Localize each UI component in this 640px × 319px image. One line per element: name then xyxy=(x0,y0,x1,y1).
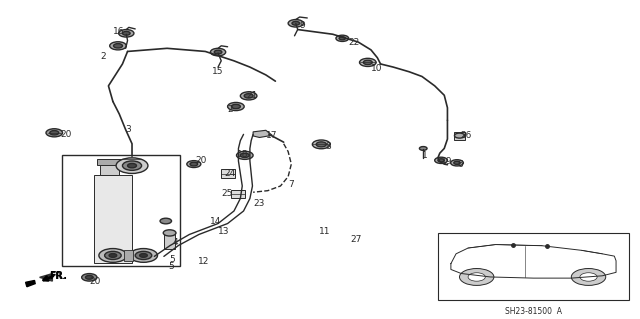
Circle shape xyxy=(99,249,127,262)
Bar xyxy=(221,169,236,178)
Text: 24: 24 xyxy=(225,169,236,178)
Bar xyxy=(97,159,122,165)
Text: 5: 5 xyxy=(169,255,175,264)
Circle shape xyxy=(187,161,201,167)
Text: 4: 4 xyxy=(172,238,178,247)
Text: 20: 20 xyxy=(196,156,207,166)
Circle shape xyxy=(438,159,444,162)
Text: 18: 18 xyxy=(237,150,249,159)
Circle shape xyxy=(122,32,130,35)
Bar xyxy=(438,233,629,300)
Circle shape xyxy=(127,163,136,168)
Text: 2: 2 xyxy=(228,105,233,114)
Text: 21: 21 xyxy=(246,91,258,100)
Circle shape xyxy=(316,142,326,147)
Bar xyxy=(454,132,465,140)
Circle shape xyxy=(129,249,157,262)
Circle shape xyxy=(50,130,59,135)
Bar xyxy=(164,233,175,249)
Circle shape xyxy=(135,251,152,260)
Text: 14: 14 xyxy=(211,217,222,226)
Circle shape xyxy=(109,42,126,50)
Circle shape xyxy=(572,269,605,286)
Text: 11: 11 xyxy=(319,227,330,236)
Circle shape xyxy=(580,273,597,281)
Text: 15: 15 xyxy=(212,67,223,76)
Circle shape xyxy=(160,218,172,224)
Text: 20: 20 xyxy=(90,277,100,286)
Circle shape xyxy=(339,37,346,40)
Circle shape xyxy=(460,269,494,286)
Circle shape xyxy=(364,60,372,64)
Bar xyxy=(100,164,119,175)
Text: 3: 3 xyxy=(125,125,131,134)
Circle shape xyxy=(214,50,222,54)
Text: 23: 23 xyxy=(253,199,264,208)
Circle shape xyxy=(232,104,241,109)
Circle shape xyxy=(336,35,349,41)
Circle shape xyxy=(241,153,249,158)
Text: 20: 20 xyxy=(60,130,72,139)
Text: 26: 26 xyxy=(460,131,472,140)
Circle shape xyxy=(228,102,244,111)
Circle shape xyxy=(140,254,147,257)
Circle shape xyxy=(312,140,330,149)
Text: 17: 17 xyxy=(266,131,277,140)
Circle shape xyxy=(211,48,226,56)
Text: 5: 5 xyxy=(168,262,174,271)
Text: 22: 22 xyxy=(349,38,360,47)
Circle shape xyxy=(288,19,303,27)
Circle shape xyxy=(116,158,148,174)
Circle shape xyxy=(241,92,257,100)
Circle shape xyxy=(360,58,376,66)
Text: 27: 27 xyxy=(351,235,362,244)
Circle shape xyxy=(451,160,463,166)
Polygon shape xyxy=(40,274,52,281)
Circle shape xyxy=(122,161,141,170)
Text: SH23-81500  A: SH23-81500 A xyxy=(505,307,562,316)
Circle shape xyxy=(292,21,300,25)
Circle shape xyxy=(468,273,485,281)
Text: 8: 8 xyxy=(325,142,331,152)
Text: 13: 13 xyxy=(218,227,230,236)
Circle shape xyxy=(454,161,460,164)
Polygon shape xyxy=(253,130,272,137)
Text: 9: 9 xyxy=(300,21,305,30)
Circle shape xyxy=(435,157,447,163)
Circle shape xyxy=(109,254,116,257)
Circle shape xyxy=(244,94,253,98)
Text: FR.: FR. xyxy=(49,271,67,281)
Polygon shape xyxy=(26,280,35,287)
Text: 16: 16 xyxy=(113,26,124,36)
Bar xyxy=(124,250,133,261)
Bar xyxy=(94,175,132,263)
Circle shape xyxy=(46,129,63,137)
Circle shape xyxy=(190,162,198,166)
Circle shape xyxy=(82,274,97,281)
Circle shape xyxy=(237,151,253,160)
Circle shape xyxy=(419,146,427,150)
Text: 25: 25 xyxy=(221,189,232,198)
Text: 1: 1 xyxy=(422,151,428,160)
Text: 6: 6 xyxy=(457,160,463,169)
Text: FR.: FR. xyxy=(49,272,66,281)
Circle shape xyxy=(104,251,121,260)
Circle shape xyxy=(86,276,93,279)
Circle shape xyxy=(113,44,122,48)
Text: 12: 12 xyxy=(198,257,209,266)
Text: 7: 7 xyxy=(288,180,294,189)
Circle shape xyxy=(454,133,465,138)
Text: 19: 19 xyxy=(441,157,452,166)
Circle shape xyxy=(163,230,176,236)
Bar xyxy=(231,190,245,198)
Circle shape xyxy=(118,30,134,37)
Text: 10: 10 xyxy=(371,64,383,73)
Text: 2: 2 xyxy=(100,52,106,61)
Bar xyxy=(62,155,180,266)
